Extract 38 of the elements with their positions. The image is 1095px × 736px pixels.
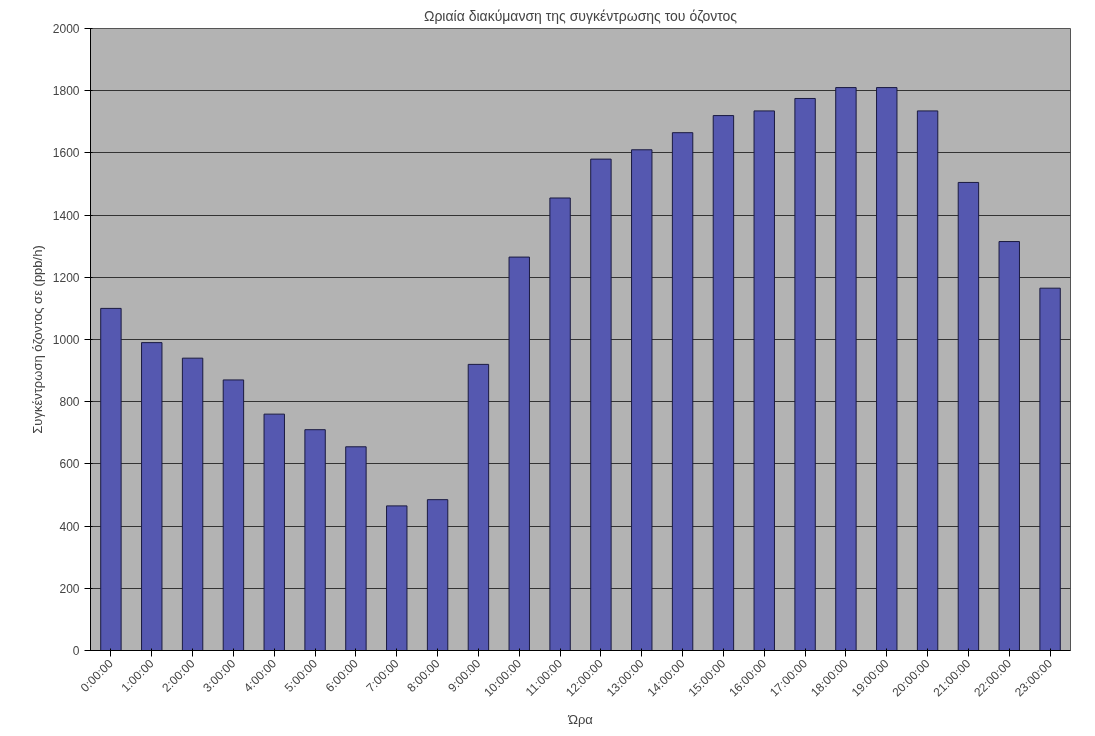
y-tick-label: 1000	[52, 333, 80, 347]
bar	[876, 87, 898, 651]
bar	[1039, 287, 1061, 651]
bar	[916, 110, 939, 651]
y-tick-label: 2000	[52, 22, 80, 36]
y-tick-label: 0	[72, 644, 80, 658]
y-tick-label: 600	[59, 457, 80, 472]
bar	[957, 181, 980, 651]
bar	[386, 505, 408, 651]
bar	[426, 499, 449, 651]
x-axis-title: Ώρα	[567, 712, 594, 728]
bar	[181, 357, 204, 651]
bar	[712, 115, 735, 651]
bar	[263, 413, 285, 651]
bar	[998, 241, 1020, 651]
bar	[590, 158, 612, 651]
bar	[222, 379, 245, 651]
y-tick-label: 1400	[52, 208, 80, 223]
bar	[753, 110, 775, 651]
bar	[671, 132, 694, 651]
bar	[549, 197, 571, 651]
y-tick-label: 1600	[52, 146, 80, 161]
bar	[835, 87, 857, 651]
bar	[794, 97, 816, 651]
bar	[467, 363, 490, 651]
y-tick-label: 1200	[52, 270, 80, 285]
y-tick-label: 200	[59, 581, 80, 596]
bar	[508, 256, 530, 651]
bar	[345, 446, 367, 651]
y-axis-title: Συγκέντρωση όζοντος σε (ppb/h)	[29, 245, 45, 434]
bar	[304, 429, 326, 651]
bar	[631, 149, 653, 651]
bar	[141, 342, 163, 651]
y-tick-label: 800	[59, 395, 80, 410]
chart-title: Ωριαία διακύμανση της συγκέντρωσης του όζοντος	[423, 7, 738, 24]
y-tick-label: 400	[59, 519, 80, 534]
y-tick-label: 1800	[52, 84, 80, 99]
bar	[100, 307, 122, 651]
